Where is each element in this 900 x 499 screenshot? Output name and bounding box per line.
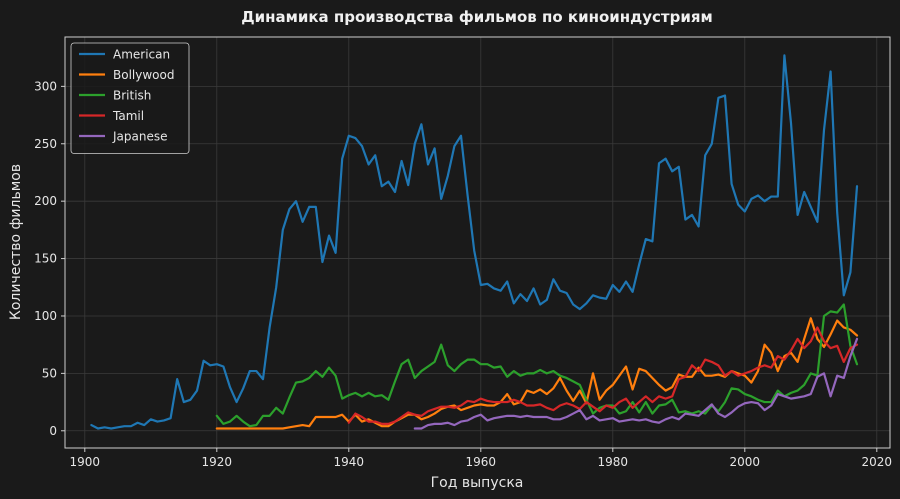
y-tick-label: 200: [34, 194, 57, 208]
series-lines: [90, 54, 859, 430]
x-tick-label: 1980: [598, 455, 629, 469]
legend-label-japanese: Japanese: [112, 130, 168, 144]
chart-title: Динамика производства фильмов по киноинд…: [241, 8, 713, 26]
y-tick-label: 50: [42, 366, 57, 380]
x-tick-label: 2020: [862, 455, 893, 469]
series-line-tamil: [347, 326, 859, 425]
x-tick-label: 2000: [730, 455, 761, 469]
series-line-american: [90, 54, 859, 430]
plot-frame: [64, 36, 891, 449]
x-tick-label: 1920: [202, 455, 233, 469]
y-axis-label: Количество фильмов: [8, 164, 24, 320]
x-axis-label: Год выпуска: [431, 475, 524, 491]
y-tick-label: 250: [34, 137, 57, 151]
y-tick-label: 100: [34, 309, 57, 323]
y-tick-label: 300: [34, 79, 57, 93]
series-line-british: [215, 303, 859, 428]
x-tick-label: 1900: [70, 455, 101, 469]
legend-label-tamil: Tamil: [112, 109, 144, 123]
legend-label-american: American: [113, 48, 170, 62]
x-tick-label: 1940: [334, 455, 365, 469]
x-tick-label: 1960: [466, 455, 497, 469]
series-line-japanese: [413, 337, 859, 430]
legend-box: [70, 42, 190, 154]
y-axis-ticks: 0 50 100 150 200 250 300: [34, 79, 65, 438]
y-tick-label: 0: [49, 424, 57, 438]
x-axis-ticks: 1900 1920 1940 1960 1980 2000 2020: [70, 448, 893, 469]
grid-lines: [65, 37, 890, 448]
y-tick-label: 150: [34, 252, 57, 266]
series-line-bollywood: [215, 317, 859, 430]
legend-label-british: British: [113, 89, 151, 103]
legend-label-bollywood: Bollywood: [113, 68, 174, 82]
legend: American Bollywood British Tamil Japanese: [70, 42, 190, 154]
